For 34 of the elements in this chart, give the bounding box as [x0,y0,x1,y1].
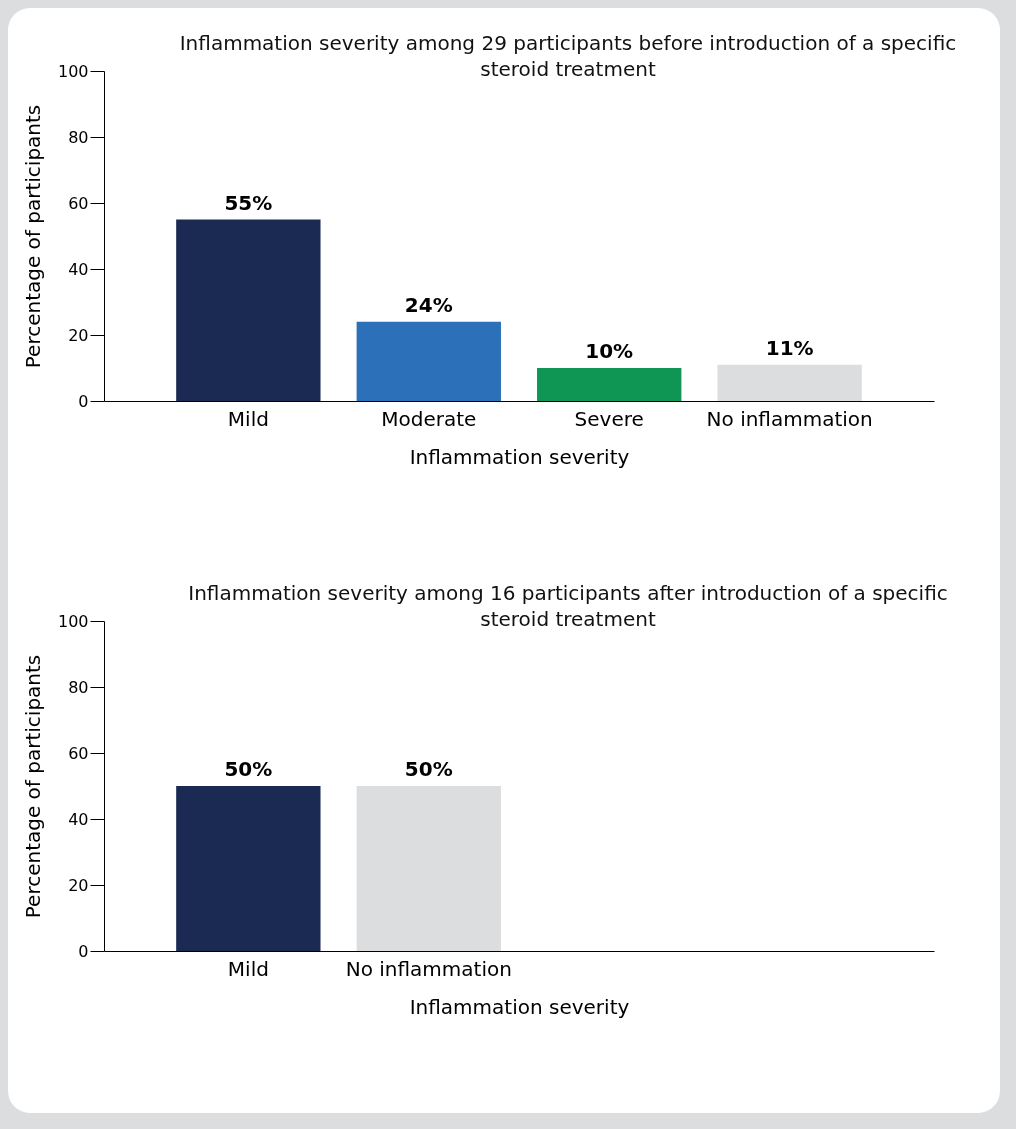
y-tick-label: 60 [68,193,89,213]
chart-title: Inflammation severity among 16 participants after introduction of a specific steroid treatment [187,580,949,632]
x-tick-label: Moderate [381,406,477,431]
data-label: 24% [404,292,453,317]
x-axis-title: Inflammation severity [409,444,630,469]
x-tick-label: No inflammation [706,406,873,431]
x-tick-label: Mild [227,406,269,431]
data-label: 50% [404,757,453,781]
y-tick-label: 40 [68,259,89,279]
y-tick-label: 40 [68,809,89,829]
bar [176,219,321,401]
data-label: 11% [765,335,814,360]
chart-title: Inflammation severity among 29 participants before introduction of a specific steroid treatment [178,30,958,82]
x-tick-label: No inflammation [345,956,512,981]
y-axis-title: Percentage of participants [20,104,45,369]
x-tick-label: Severe [574,406,644,431]
y-tick-label: 20 [68,325,89,345]
x-axis-title: Inflammation severity [409,994,630,1019]
bar [537,368,682,401]
y-tick-label: 0 [78,941,89,961]
y-tick-label: 80 [68,127,89,147]
bar [356,321,501,401]
bar [717,364,862,401]
data-label: 50% [224,757,273,781]
y-tick-label: 0 [78,391,89,411]
y-tick-label: 60 [68,743,89,763]
x-tick-label: Mild [227,956,269,981]
data-label: 10% [585,339,634,363]
y-tick-label: 100 [57,611,89,631]
y-tick-label: 20 [68,875,89,895]
y-axis-title: Percentage of participants [20,654,45,919]
y-tick-label: 80 [68,677,89,697]
data-label: 55% [224,190,273,215]
y-tick-label: 100 [57,61,89,81]
